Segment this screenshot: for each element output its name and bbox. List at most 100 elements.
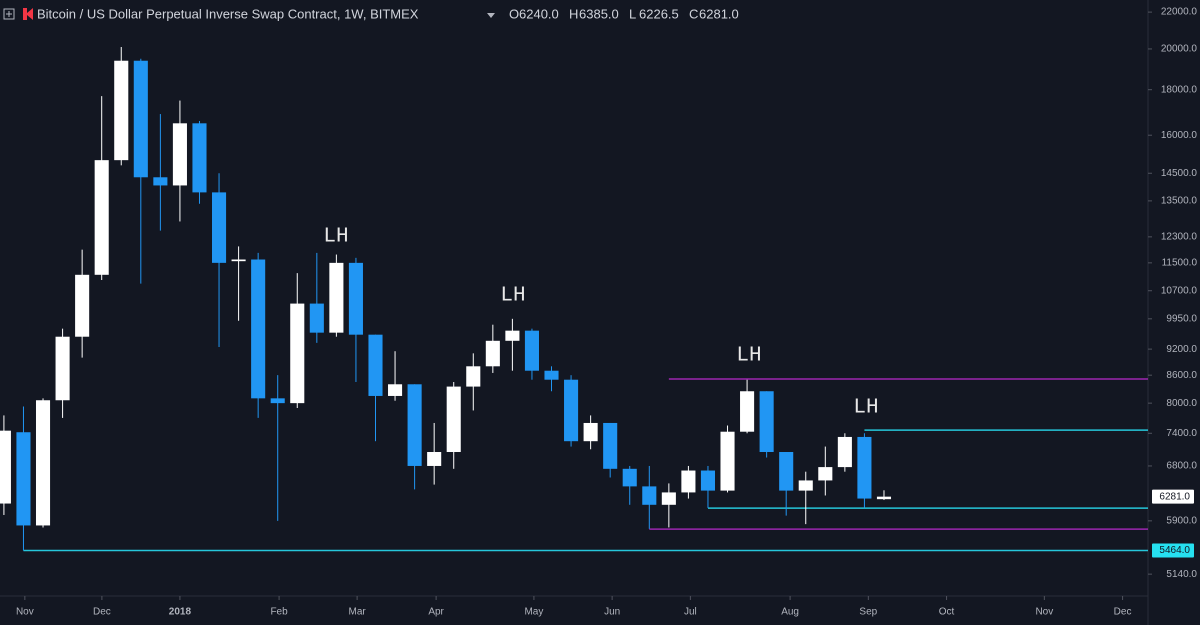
- y-tick-label: 6800.0: [1166, 461, 1197, 472]
- candle-body: [681, 470, 696, 493]
- x-tick-label: Nov: [16, 607, 34, 618]
- candle-body: [544, 370, 559, 380]
- y-tick-label: 9950.0: [1166, 313, 1197, 324]
- y-tick-label: 14500.0: [1161, 168, 1198, 179]
- dropdown-arrow[interactable]: [487, 13, 495, 18]
- x-tick-label: Dec: [1114, 607, 1132, 618]
- candle-body: [75, 274, 90, 337]
- candle-body: [857, 436, 872, 499]
- candle-body: [798, 480, 813, 491]
- ohlc-value: 6385.0: [579, 6, 619, 21]
- price-label: 5464.0: [1159, 545, 1190, 556]
- candle-body: [876, 496, 892, 500]
- candle-body: [524, 330, 539, 371]
- ohlc-value: 6281.0: [699, 6, 739, 21]
- candle-body: [700, 470, 716, 491]
- price-label: 6281.0: [1159, 491, 1190, 502]
- candle-body: [153, 177, 168, 186]
- y-tick-label: 5900.0: [1166, 515, 1197, 526]
- candle-body: [368, 334, 383, 396]
- candle-body: [16, 432, 31, 526]
- candle-body: [290, 303, 305, 404]
- candle-body: [329, 262, 344, 333]
- candle-body: [466, 366, 481, 387]
- candle-body: [661, 492, 676, 505]
- candle-body: [114, 60, 129, 161]
- y-tick-label: 13500.0: [1161, 196, 1198, 207]
- candle-body: [35, 400, 51, 526]
- y-tick-label: 7400.0: [1166, 428, 1197, 439]
- ohlc-header: O 6240.0 H 6385.0 L 6226.5 C 6281.0: [509, 6, 739, 21]
- x-tick-label: Sep: [859, 607, 877, 618]
- ohlc-key: L: [629, 6, 636, 21]
- chart-title[interactable]: Bitcoin / US Dollar Perpetual Inverse Sw…: [37, 6, 419, 21]
- ohlc-key: H: [569, 6, 578, 21]
- y-tick-label: 16000.0: [1161, 130, 1198, 141]
- y-tick-label: 22000.0: [1161, 7, 1198, 18]
- candle-body: [622, 468, 637, 487]
- candle-body: [818, 467, 833, 481]
- candle-body: [388, 384, 403, 396]
- candle-body: [0, 430, 11, 504]
- candle-body: [251, 259, 266, 399]
- x-tick-label: Nov: [1035, 607, 1053, 618]
- candle-body: [407, 384, 422, 466]
- candle-body: [642, 486, 657, 505]
- ohlc-value: 6240.0: [519, 6, 559, 21]
- exchange-icon: [23, 8, 33, 20]
- y-tick-label: 11500.0: [1162, 257, 1198, 268]
- candle-body: [211, 192, 227, 263]
- candle-body: [505, 330, 520, 341]
- candle-body: [720, 431, 735, 491]
- x-tick-label: Jul: [684, 607, 697, 618]
- candle-body: [270, 398, 285, 404]
- y-tick-label: 10700.0: [1161, 285, 1198, 296]
- y-tick-label: 18000.0: [1161, 84, 1198, 95]
- x-tick-label: Jun: [604, 607, 620, 618]
- y-tick-label: 8600.0: [1166, 370, 1197, 381]
- price-label-box: [1152, 543, 1194, 558]
- candle-body: [583, 422, 598, 442]
- x-tick-label: Apr: [428, 607, 444, 618]
- candle-body: [759, 391, 774, 453]
- candle-body: [485, 340, 500, 367]
- x-tick-label: Oct: [939, 607, 955, 618]
- y-tick-label: 20000.0: [1161, 44, 1198, 55]
- candle-body: [309, 303, 324, 333]
- candle-body: [172, 123, 187, 186]
- candle-body: [779, 452, 794, 491]
- x-tick-label: May: [524, 607, 543, 618]
- candle-body: [192, 123, 207, 193]
- annotation: LH: [736, 345, 761, 368]
- x-tick-label: Aug: [781, 607, 799, 618]
- candle-body: [603, 422, 618, 469]
- ohlc-key: O: [509, 6, 519, 21]
- candle-body: [740, 391, 755, 432]
- candle-body: [446, 386, 461, 453]
- x-tick-label: Feb: [270, 607, 288, 618]
- x-tick-label: 2018: [169, 607, 192, 618]
- candle-body: [55, 336, 70, 401]
- y-tick-label: 12300.0: [1161, 232, 1198, 243]
- candle-body: [348, 262, 363, 335]
- y-tick-label: 8000.0: [1166, 398, 1197, 409]
- candle-body: [94, 160, 109, 275]
- price-label-box: [1152, 489, 1194, 504]
- expand-icon[interactable]: [3, 8, 15, 20]
- ohlc-value: 6226.5: [639, 6, 679, 21]
- x-tick-label: Mar: [348, 607, 366, 618]
- candle-body: [837, 436, 852, 468]
- candle-body: [231, 259, 246, 262]
- header-icons: [3, 8, 33, 20]
- annotation: LH: [500, 285, 525, 308]
- annotation: LH: [323, 226, 348, 249]
- annotation: LH: [853, 397, 878, 420]
- candle-body: [133, 60, 148, 178]
- y-tick-label: 5140.0: [1166, 569, 1197, 580]
- x-tick-label: Dec: [93, 607, 111, 618]
- ohlc-key: C: [689, 6, 698, 21]
- y-tick-label: 9200.0: [1166, 344, 1197, 355]
- candle-body: [427, 452, 442, 466]
